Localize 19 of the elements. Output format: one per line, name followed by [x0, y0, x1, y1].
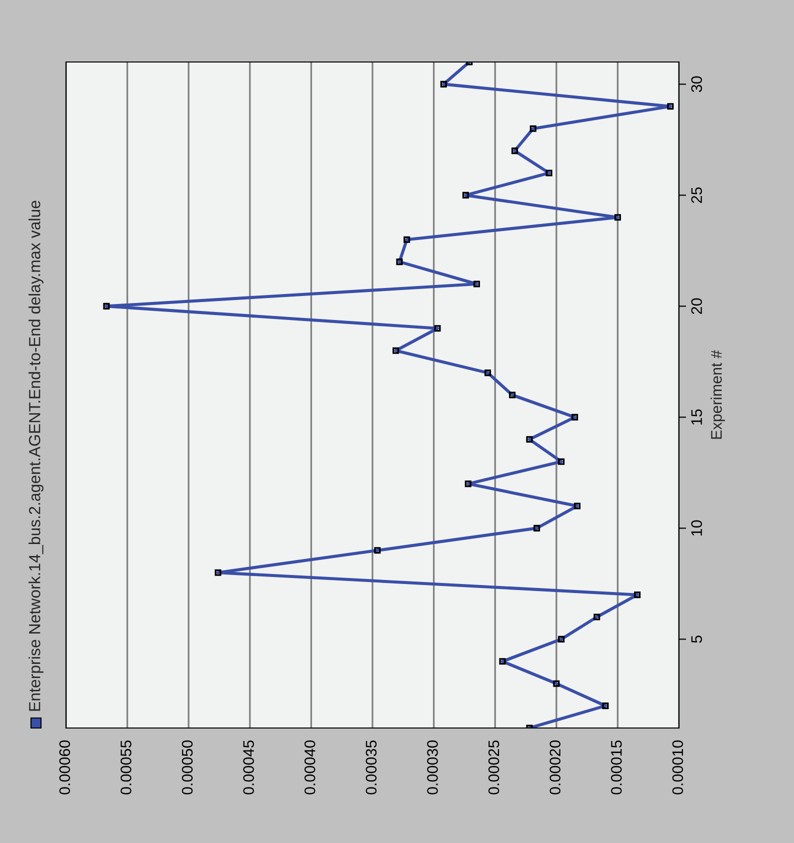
x-tick-label: 0.00055: [120, 740, 132, 794]
x-tick-label: 0.00015: [610, 740, 622, 794]
y-tick-label: 25: [691, 187, 702, 203]
y-tick-label: 15: [691, 409, 702, 425]
y-tick-label: 30: [691, 76, 702, 92]
x-tick-label: 0.00060: [59, 740, 70, 794]
y-tick-label: 20: [691, 298, 702, 314]
x-tick-label: 0.00050: [182, 740, 193, 794]
x-tick-label: 0.00040: [304, 740, 316, 794]
x-tick-label: 0.00020: [550, 740, 560, 794]
y-tick-label: 10: [691, 520, 702, 536]
text: Enterprise Network.14_bus.2.agent.AGENT.End-to-End delay.max value: [28, 200, 44, 711]
x-tick-label: 0.00025: [488, 740, 500, 794]
x-tick-label: 0.00010: [672, 740, 684, 794]
x-tick-label: 0.00035: [366, 740, 377, 794]
x-tick-label: 0.00030: [427, 740, 438, 794]
x-tick-label: 0.00045: [243, 740, 254, 794]
y-tick-label: 5: [691, 636, 702, 643]
y-axis-title: Experiment #: [710, 350, 725, 439]
